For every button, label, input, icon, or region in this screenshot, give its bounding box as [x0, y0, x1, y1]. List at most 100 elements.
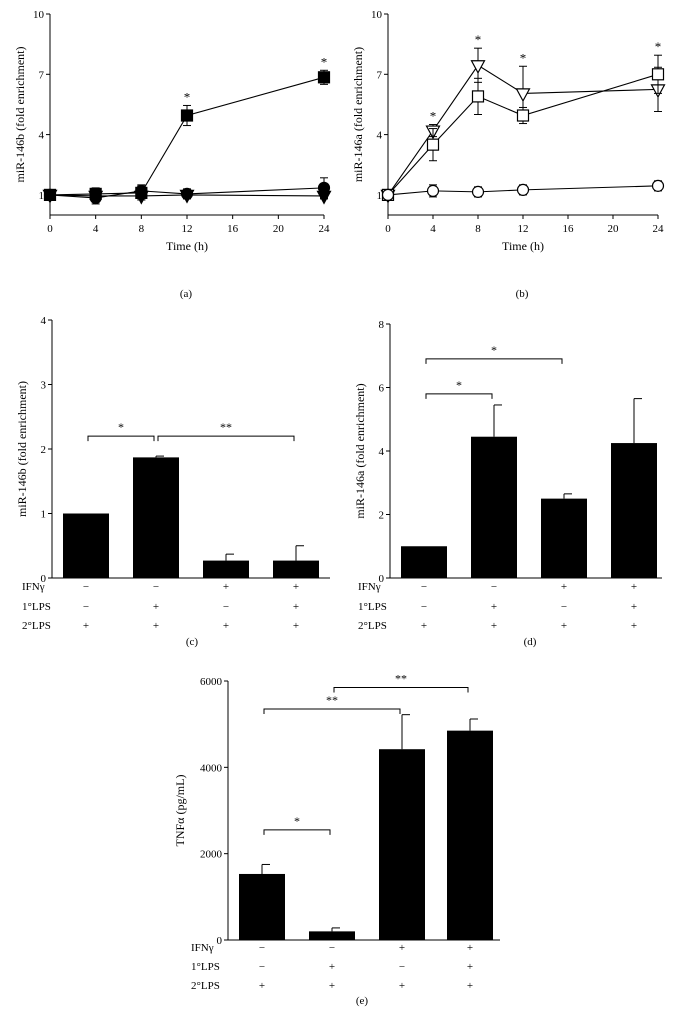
- x-tick-label: 24: [653, 223, 665, 235]
- condition-sign: −: [421, 601, 427, 613]
- x-tick-label: 4: [93, 223, 99, 235]
- bar: [447, 730, 493, 940]
- data-point: [515, 88, 531, 103]
- y-tick-label: 2: [41, 444, 47, 456]
- significance-label: *: [430, 109, 437, 124]
- y-tick-label: 7: [377, 69, 383, 81]
- condition-sign: +: [399, 942, 405, 954]
- condition-sign: +: [631, 601, 637, 613]
- bar: [379, 749, 425, 940]
- panel-label: (c): [186, 636, 199, 648]
- y-tick-label: 2: [379, 510, 385, 522]
- bar: [63, 513, 109, 578]
- series-line: [380, 47, 666, 204]
- y-tick-label: 6000: [200, 676, 223, 688]
- y-axis-label: TNFα (pg/mL): [173, 775, 187, 847]
- condition-sign: +: [561, 581, 567, 593]
- data-point: [426, 184, 440, 197]
- data-point: [471, 90, 485, 103]
- data-point: [426, 138, 440, 151]
- y-tick-label: 3: [41, 380, 47, 392]
- condition-sign: +: [329, 980, 335, 992]
- condition-sign: +: [293, 581, 299, 593]
- significance-bracket: [263, 829, 331, 835]
- condition-sign: −: [259, 961, 265, 973]
- chart-panel-b: 1 4 7 10 miR-146a (fold enrichment) 0 4 8 12 16 20…: [351, 9, 666, 300]
- condition-sign: +: [223, 581, 229, 593]
- bar: [471, 436, 517, 578]
- y-axis-label: miR-146a (fold enrichment): [351, 47, 365, 182]
- y-tick-label: 4: [377, 130, 383, 142]
- y-axis-label: miR-146b (fold enrichment): [15, 381, 29, 517]
- series-line: [381, 54, 665, 201]
- condition-sign: +: [467, 961, 473, 973]
- data-point: [133, 190, 149, 205]
- significance-label: **: [326, 693, 338, 707]
- x-tick-label: 4: [430, 223, 436, 235]
- y-axis-label: miR-146a (fold enrichment): [353, 383, 367, 518]
- significance-bracket: [425, 358, 563, 364]
- x-axis-label: Time (h): [166, 239, 208, 253]
- significance-label: *: [184, 89, 191, 104]
- significance-label: *: [456, 378, 462, 392]
- condition-label: 1°LPS: [22, 601, 51, 613]
- data-point: [471, 185, 485, 198]
- x-tick-label: 20: [273, 223, 285, 235]
- condition-sign: +: [491, 620, 497, 632]
- y-tick-label: 4000: [200, 762, 223, 774]
- y-tick-label: 0: [41, 573, 47, 585]
- condition-label: 2°LPS: [358, 620, 387, 632]
- panel-label: (a): [180, 288, 193, 300]
- bar: [611, 443, 657, 578]
- condition-sign: −: [561, 601, 567, 613]
- bar: [273, 560, 319, 578]
- condition-sign: +: [223, 620, 229, 632]
- y-tick-label: 1: [39, 190, 45, 202]
- y-tick-label: 4: [379, 446, 385, 458]
- y-tick-label: 7: [39, 69, 45, 81]
- y-tick-label: 8: [379, 319, 385, 331]
- y-tick-label: 1: [41, 509, 47, 521]
- condition-sign: −: [491, 581, 497, 593]
- condition-label: 2°LPS: [22, 620, 51, 632]
- bar: [133, 457, 179, 578]
- significance-label: *: [520, 50, 527, 65]
- series-line: [381, 179, 665, 201]
- condition-sign: +: [83, 620, 89, 632]
- bar: [401, 546, 447, 578]
- condition-sign: +: [491, 601, 497, 613]
- x-tick-label: 12: [518, 223, 529, 235]
- condition-sign: +: [153, 601, 159, 613]
- condition-sign: −: [83, 581, 89, 593]
- condition-sign: −: [259, 942, 265, 954]
- significance-bracket: [157, 435, 295, 442]
- condition-sign: +: [153, 620, 159, 632]
- data-point: [88, 190, 104, 205]
- significance-label: *: [118, 420, 124, 434]
- condition-sign: +: [631, 581, 637, 593]
- condition-sign: +: [259, 980, 265, 992]
- y-tick-label: 1: [377, 190, 383, 202]
- data-point: [651, 179, 665, 192]
- condition-sign: −: [223, 601, 229, 613]
- chart-panel-a: 1 4 7 10 miR-146b (fold enrichment) 0 4 8 12 16 20…: [13, 9, 332, 300]
- condition-sign: +: [329, 961, 335, 973]
- x-tick-label: 16: [563, 223, 575, 235]
- significance-label: *: [294, 814, 300, 828]
- data-point: [381, 188, 395, 201]
- y-tick-label: 6: [379, 383, 385, 395]
- y-tick-label: 4: [39, 130, 45, 142]
- x-tick-label: 16: [227, 223, 239, 235]
- panel-label: (e): [356, 995, 369, 1007]
- significance-label: **: [395, 671, 407, 685]
- significance-label: *: [491, 343, 497, 357]
- significance-label: *: [321, 54, 328, 69]
- y-tick-label: 0: [379, 573, 385, 585]
- condition-sign: +: [421, 620, 427, 632]
- y-axis-label: miR-146b (fold enrichment): [13, 47, 27, 183]
- y-tick-label: 10: [371, 9, 383, 21]
- condition-label: 1°LPS: [191, 961, 220, 973]
- data-point: [317, 71, 331, 84]
